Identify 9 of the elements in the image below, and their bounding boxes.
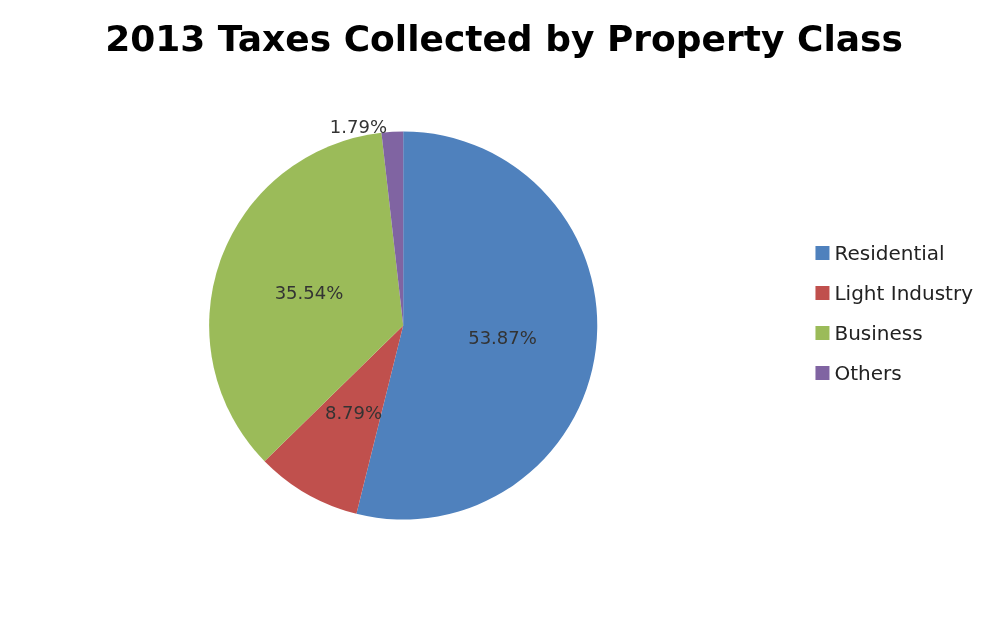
legend-label: Residential	[834, 241, 945, 265]
data-label: 35.54%	[274, 281, 344, 303]
legend-label: Light Industry	[834, 281, 974, 305]
data-label: 1.79%	[329, 116, 388, 138]
data-label: 53.87%	[468, 327, 537, 349]
legend-label: Business	[834, 321, 923, 345]
data-label: 8.79%	[324, 401, 383, 423]
legend-label: Others	[834, 361, 902, 385]
chart-title: 2013 Taxes Collected by Property Class	[105, 17, 903, 59]
